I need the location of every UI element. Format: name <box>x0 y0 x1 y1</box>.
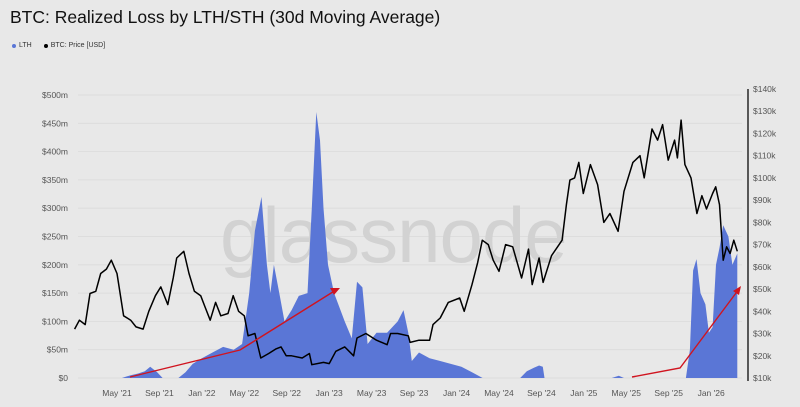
y-left-tick-label: $250m <box>42 232 68 242</box>
btc-price-line <box>73 119 739 366</box>
y-left-tick-label: $500m <box>42 90 68 100</box>
y-right-tick-label: $30k <box>753 329 772 339</box>
x-tick-label: Sep '24 <box>527 388 556 398</box>
y-left-tick-label: $0 <box>59 373 69 383</box>
price-dot-icon <box>43 43 48 48</box>
x-tick-label: Jan '24 <box>443 388 470 398</box>
x-tick-label: Jan '23 <box>316 388 343 398</box>
y-right-tick-label: $50k <box>753 284 772 294</box>
watermark: glassnode <box>220 191 567 279</box>
y-right-tick-label: $10k <box>753 373 772 383</box>
y-right-tick-label: $90k <box>753 195 772 205</box>
x-tick-label: Jan '25 <box>570 388 597 398</box>
x-tick-label: May '21 <box>102 388 132 398</box>
y-right-tick-label: $140k <box>753 84 777 94</box>
y-right-tick-label: $120k <box>753 128 777 138</box>
legend-label-price: BTC: Price [USD] <box>50 42 106 49</box>
annotation-arrow-right <box>631 288 740 378</box>
y-right-tick-label: $40k <box>753 306 772 316</box>
chart-title: BTC: Realized Loss by LTH/STH (30d Movin… <box>10 7 441 27</box>
annotation-arrowhead-right <box>733 286 741 295</box>
x-tick-label: Sep '25 <box>654 388 683 398</box>
annotation-arrow-left <box>129 289 337 378</box>
y-left-tick-label: $200m <box>42 260 68 270</box>
annotation-arrowhead-left <box>330 288 340 295</box>
y-left-tick-label: $50m <box>47 345 68 355</box>
legend: LTH BTC: Price [USD] <box>12 42 105 49</box>
y-right-tick-label: $80k <box>753 217 772 227</box>
y-right-tick-label: $60k <box>753 262 772 272</box>
y-right-tick-label: $20k <box>753 351 772 361</box>
y-left-tick-label: $300m <box>42 203 68 213</box>
y-left-tick-label: $350m <box>42 175 68 185</box>
y-left-tick-label: $450m <box>42 118 68 128</box>
x-tick-label: May '23 <box>357 388 387 398</box>
y-right-tick-label: $110k <box>753 151 776 161</box>
y-right-tick-label: $130k <box>753 106 777 116</box>
x-tick-label: May '25 <box>612 388 642 398</box>
y-left-tick-label: $100m <box>42 316 68 326</box>
x-tick-label: May '24 <box>484 388 514 398</box>
y-left-tick-label: $400m <box>42 147 68 157</box>
x-tick-label: Jan '22 <box>188 388 215 398</box>
y-left-tick-label: $150m <box>42 288 68 298</box>
x-tick-label: Sep '21 <box>145 388 174 398</box>
lth-area <box>74 112 738 378</box>
y-right-tick-label: $70k <box>753 240 772 250</box>
legend-item-lth[interactable]: LTH <box>12 42 32 49</box>
legend-label-lth: LTH <box>19 42 32 49</box>
legend-item-price[interactable]: BTC: Price [USD] <box>43 42 106 49</box>
x-tick-label: Sep '23 <box>400 388 429 398</box>
x-tick-label: Sep '22 <box>272 388 301 398</box>
y-right-tick-label: $100k <box>753 173 777 183</box>
lth-dot-icon <box>12 43 16 48</box>
x-tick-label: Jan '26 <box>698 388 725 398</box>
x-tick-label: May '22 <box>230 388 260 398</box>
